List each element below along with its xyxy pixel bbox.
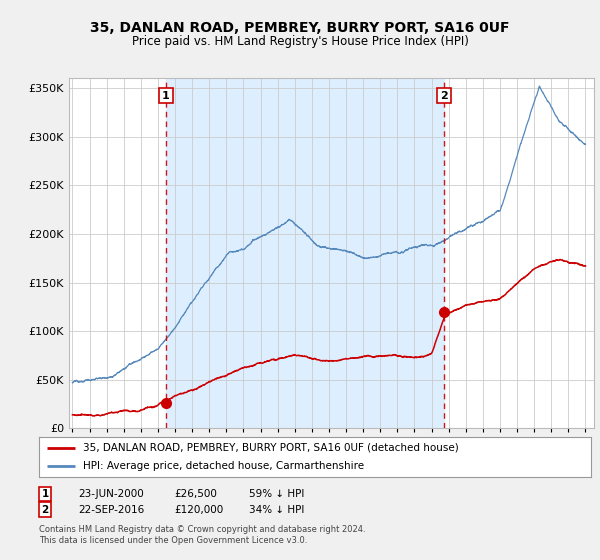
Text: Contains HM Land Registry data © Crown copyright and database right 2024.
This d: Contains HM Land Registry data © Crown c… [39, 525, 365, 545]
Text: 23-JUN-2000: 23-JUN-2000 [78, 489, 144, 499]
Text: 2: 2 [41, 505, 49, 515]
Text: 59% ↓ HPI: 59% ↓ HPI [249, 489, 304, 499]
Text: HPI: Average price, detached house, Carmarthenshire: HPI: Average price, detached house, Carm… [83, 461, 364, 471]
Bar [166, 78, 444, 428]
Text: £26,500: £26,500 [174, 489, 217, 499]
Text: 1: 1 [41, 489, 49, 499]
Text: 35, DANLAN ROAD, PEMBREY, BURRY PORT, SA16 0UF: 35, DANLAN ROAD, PEMBREY, BURRY PORT, SA… [90, 21, 510, 35]
Text: 35, DANLAN ROAD, PEMBREY, BURRY PORT, SA16 0UF (detached house): 35, DANLAN ROAD, PEMBREY, BURRY PORT, SA… [83, 443, 459, 452]
Text: Price paid vs. HM Land Registry's House Price Index (HPI): Price paid vs. HM Land Registry's House … [131, 35, 469, 48]
Text: £120,000: £120,000 [174, 505, 223, 515]
Text: 22-SEP-2016: 22-SEP-2016 [78, 505, 144, 515]
Text: 1: 1 [162, 91, 170, 101]
Text: 2: 2 [440, 91, 448, 101]
Text: 34% ↓ HPI: 34% ↓ HPI [249, 505, 304, 515]
